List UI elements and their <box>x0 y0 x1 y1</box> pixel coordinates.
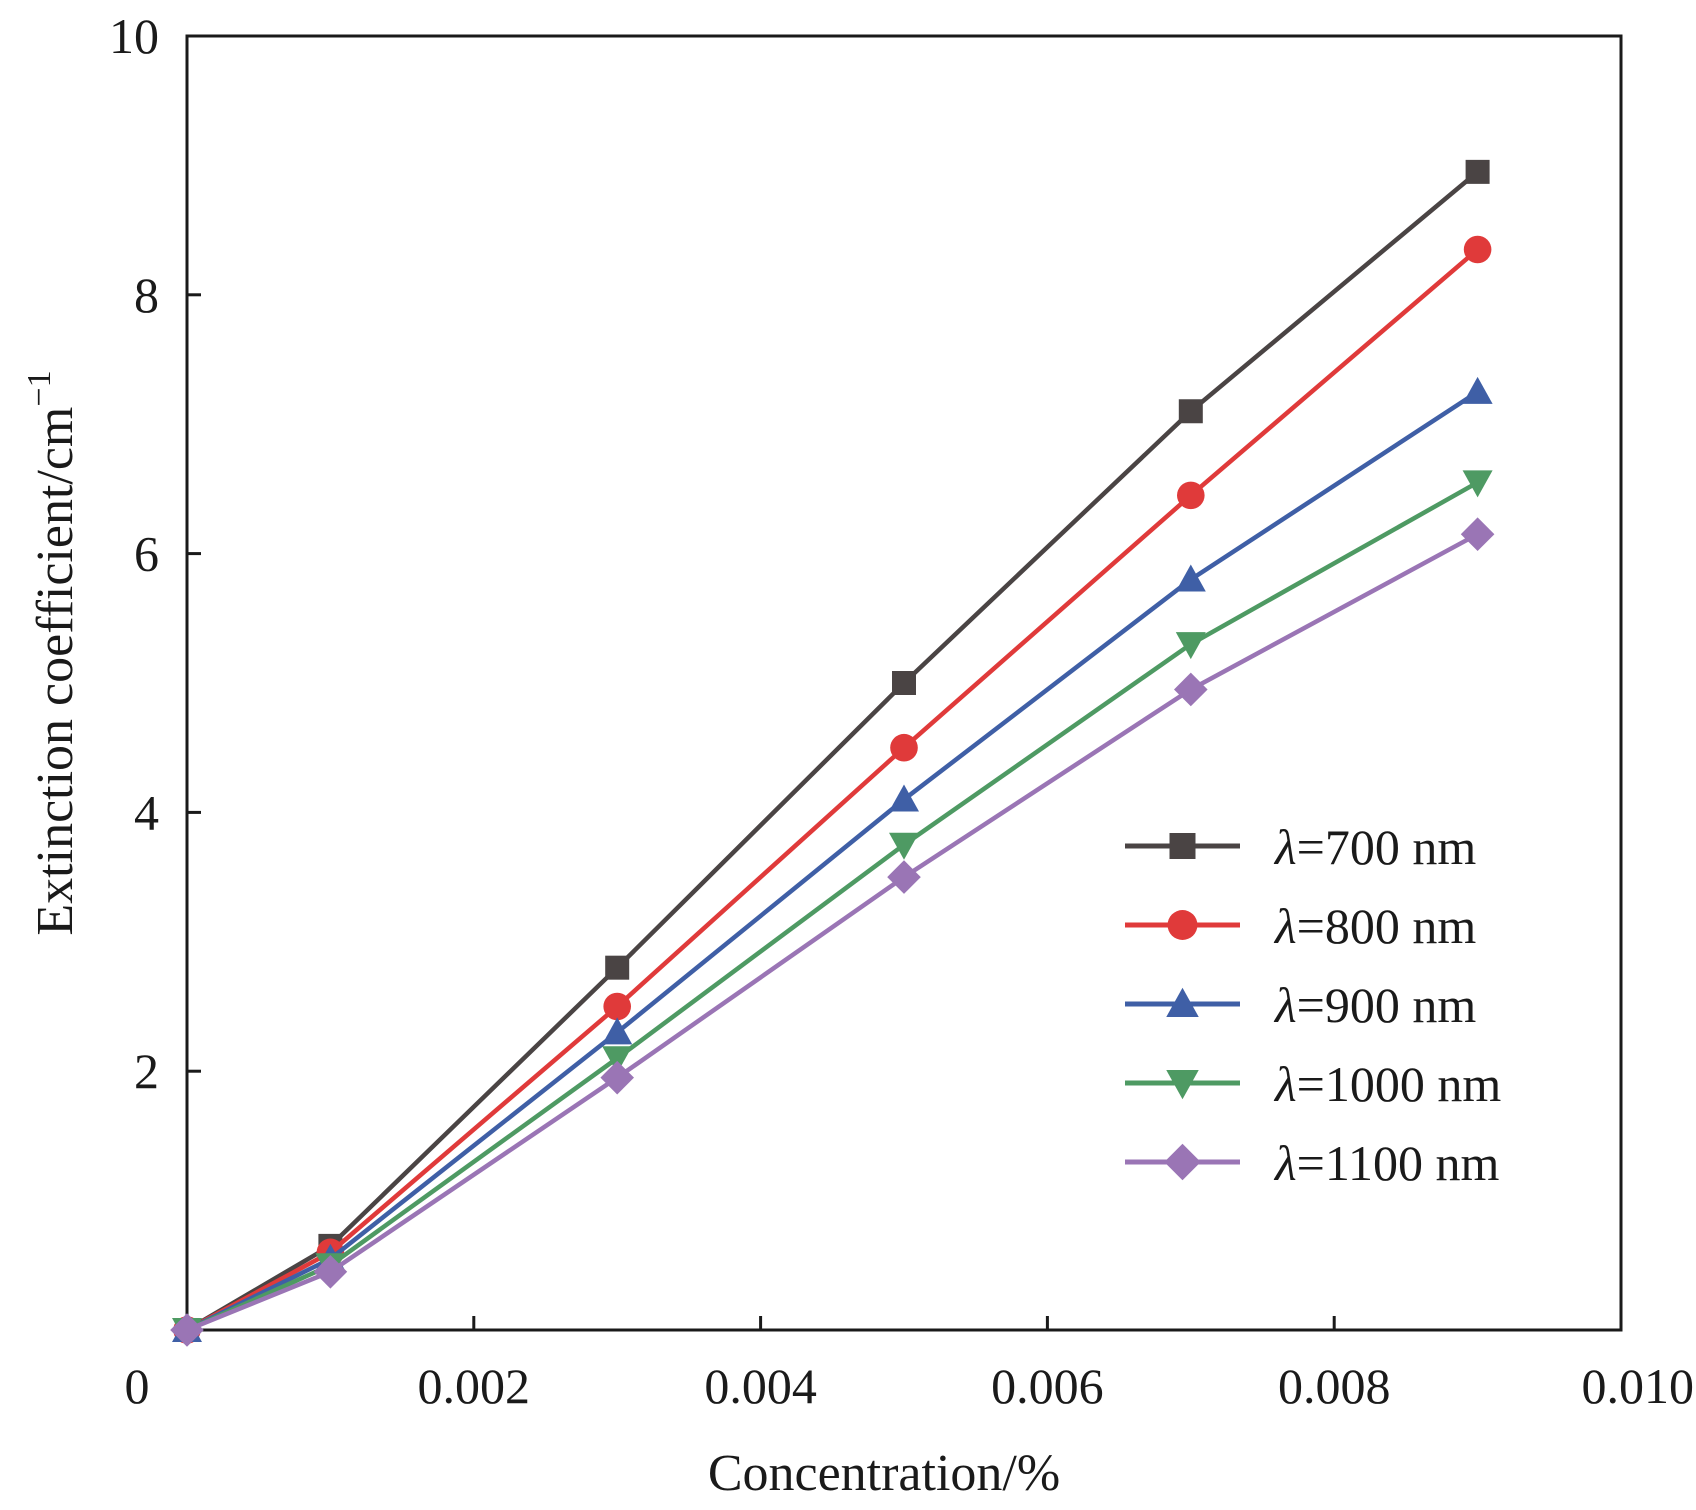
series-1000-nm <box>172 470 1493 1345</box>
data-point-triangle-up <box>602 1017 633 1045</box>
data-point-circle <box>603 992 631 1021</box>
series-line <box>185 170 1480 1332</box>
series-line <box>186 480 1479 1333</box>
legend-equals: = <box>1297 898 1325 954</box>
series-1100-nm <box>170 517 1495 1347</box>
plot-area-border <box>185 34 1623 1332</box>
data-point-triangle-up <box>1175 564 1206 592</box>
y-tick-label: 4 <box>134 784 159 840</box>
legend-label: λ=1100 nm <box>1273 1135 1500 1191</box>
legend-item: λ=1000 nm <box>1125 1056 1501 1112</box>
data-point-circle <box>1177 481 1205 510</box>
legend-symbol: λ <box>1273 977 1297 1033</box>
data-point-diamond <box>313 1254 348 1289</box>
data-point-square <box>1465 159 1490 184</box>
series-layer <box>170 159 1495 1347</box>
legend-item: λ=800 nm <box>1125 898 1476 954</box>
legend-equals: = <box>1297 1056 1325 1112</box>
legend-equals: = <box>1297 977 1325 1033</box>
legend-marker-triangle-up <box>1166 987 1199 1017</box>
plot-frame <box>185 34 1623 1332</box>
data-point-square <box>1178 399 1203 424</box>
y-axis-title-superscript: −1 <box>21 370 58 406</box>
legend-symbol: λ <box>1273 1135 1297 1191</box>
legend-series-name: 900 nm <box>1325 977 1477 1033</box>
data-point-diamond <box>600 1060 634 1095</box>
data-point-diamond <box>887 860 921 894</box>
legend-series-name: 700 nm <box>1325 819 1477 875</box>
x-tick-label: 0.008 <box>1278 1358 1391 1414</box>
legend-series-name: 1000 nm <box>1325 1056 1502 1112</box>
legend-equals: = <box>1297 1135 1325 1191</box>
legend-marker-circle <box>1167 910 1198 940</box>
data-point-square <box>605 955 630 980</box>
series-line <box>186 532 1479 1333</box>
legend-series-name: 800 nm <box>1325 898 1477 954</box>
data-point-diamond <box>170 1313 204 1347</box>
y-tick-label: 8 <box>134 267 159 323</box>
y-axis: 2 4 6 8 10 <box>109 8 201 1099</box>
legend-symbol: λ <box>1273 819 1297 875</box>
x-tick-label: 0.010 <box>1582 1358 1695 1414</box>
data-point-circle <box>1463 235 1492 264</box>
data-point-square <box>892 671 916 695</box>
data-point-circle <box>890 733 918 762</box>
data-point-triangle-down <box>889 832 919 860</box>
legend-item: λ=1100 nm <box>1125 1135 1500 1191</box>
legend-symbol: λ <box>1273 898 1297 954</box>
series-line <box>185 247 1480 1332</box>
legend-marker-square <box>1169 833 1196 859</box>
x-axis-title: Concentration/% <box>708 1445 1060 1502</box>
x-tick-label: 0.006 <box>991 1358 1104 1414</box>
legend-item: λ=700 nm <box>1125 819 1476 875</box>
legend-marker-diamond <box>1164 1143 1201 1181</box>
y-tick-label: 2 <box>134 1043 159 1099</box>
legend-equals: = <box>1297 819 1325 875</box>
x-tick-label: 0 <box>125 1358 150 1414</box>
legend-label: λ=700 nm <box>1273 819 1476 875</box>
data-point-diamond <box>1174 672 1208 707</box>
data-point-triangle-down <box>602 1046 633 1074</box>
series-line <box>185 389 1479 1333</box>
data-point-triangle-up <box>1462 376 1493 404</box>
x-tick-label: 0.004 <box>704 1358 817 1414</box>
x-axis: 0 0.002 0.004 0.006 0.008 0.010 <box>125 1316 1695 1414</box>
legend: λ=700 nmλ=800 nmλ=900 nmλ=1000 nmλ=1100 … <box>1125 819 1501 1191</box>
y-axis-title-base: Extinction coefficient/cm <box>27 407 84 936</box>
y-tick-label: 10 <box>109 8 159 64</box>
data-point-triangle-down <box>1175 632 1206 660</box>
legend-label: λ=1000 nm <box>1273 1056 1501 1112</box>
data-point-triangle-up <box>889 784 919 812</box>
y-axis-title: Extinction coefficient/cm−1 <box>21 370 84 935</box>
data-point-diamond <box>1460 517 1495 551</box>
legend-series-name: 1100 nm <box>1325 1135 1500 1191</box>
legend-item: λ=900 nm <box>1125 977 1476 1033</box>
legend-label: λ=900 nm <box>1273 977 1476 1033</box>
legend-symbol: λ <box>1273 1056 1297 1112</box>
x-tick-label: 0.002 <box>418 1358 531 1414</box>
y-tick-label: 6 <box>134 526 159 582</box>
legend-label: λ=800 nm <box>1273 898 1476 954</box>
legend-marker-triangle-down <box>1166 1070 1199 1100</box>
data-point-triangle-down <box>1462 470 1493 498</box>
